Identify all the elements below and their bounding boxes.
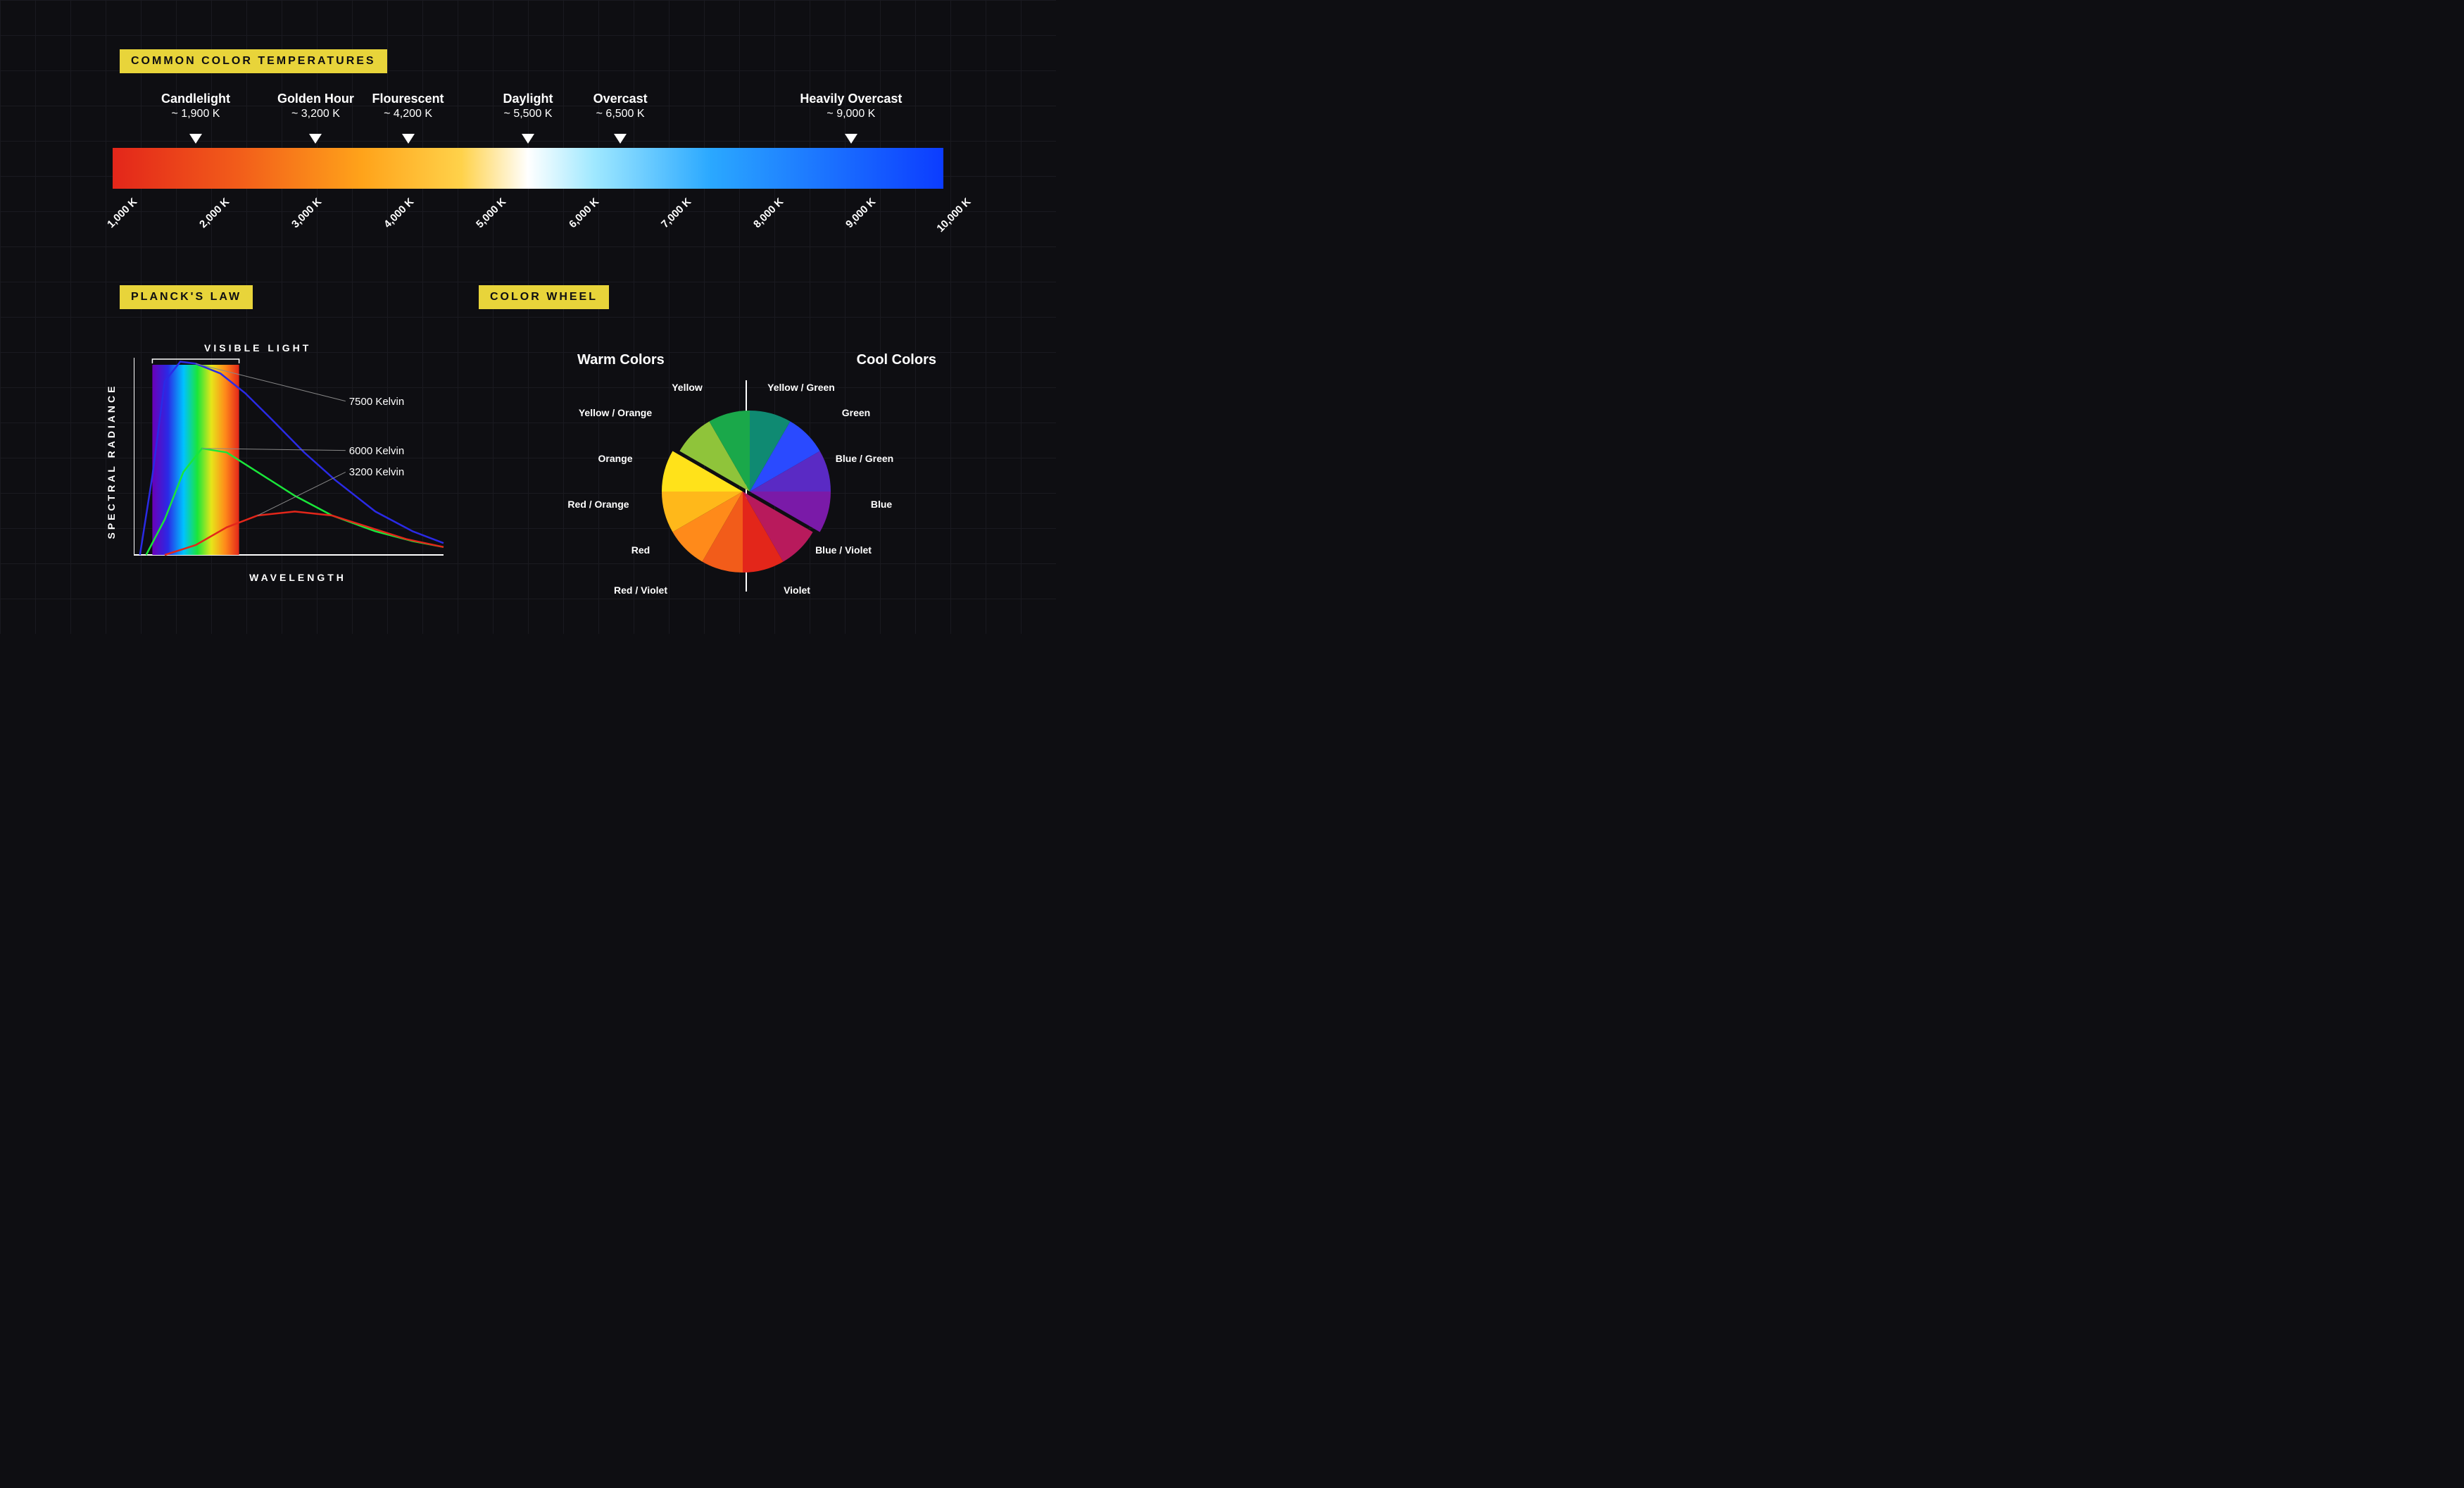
ct-source-name: Golden Hour <box>277 92 354 106</box>
ct-tick-7: 8,000 K <box>751 196 786 230</box>
ct-source-4: Overcast ~ 6,500 K <box>593 92 648 120</box>
ct-source-name: Candlelight <box>161 92 230 106</box>
planck-xlabel: WAVELENGTH <box>249 572 346 583</box>
ct-marker-3 <box>522 134 534 144</box>
ct-tick-3: 4,000 K <box>382 196 416 230</box>
ct-tick-0: 1,000 K <box>105 196 139 230</box>
wheel-svg <box>535 352 957 606</box>
wheel-slice-label-5: Red / Violet <box>614 584 667 596</box>
ct-source-value: ~ 6,500 K <box>593 108 648 120</box>
planck-ylabel: SPECTRAL RADIANCE <box>106 384 117 539</box>
ct-source-name: Heavily Overcast <box>800 92 902 106</box>
section-title-color-wheel: COLOR WHEEL <box>479 285 609 309</box>
wheel-slice-label-9: Blue <box>871 499 892 510</box>
ct-tick-6: 7,000 K <box>659 196 693 230</box>
ct-source-name: Daylight <box>503 92 553 106</box>
ct-tick-1: 2,000 K <box>197 196 232 230</box>
ct-source-value: ~ 1,900 K <box>161 108 230 120</box>
ct-source-5: Heavily Overcast ~ 9,000 K <box>800 92 902 120</box>
ct-tick-4: 5,000 K <box>474 196 509 230</box>
ct-axis-ticks: 1,000 K2,000 K3,000 K4,000 K5,000 K6,000… <box>113 196 943 224</box>
color-wheel: Warm Colors Cool Colors YellowYellow / O… <box>535 352 957 606</box>
color-temperature-bar <box>113 148 943 189</box>
wheel-slice-label-6: Yellow / Green <box>767 382 835 393</box>
ct-source-value: ~ 4,200 K <box>372 108 444 120</box>
planck-curve-label-0: 7500 Kelvin <box>349 396 404 408</box>
ct-source-name: Overcast <box>593 92 648 106</box>
wheel-slice-label-1: Yellow / Orange <box>579 407 652 418</box>
planck-visible-light-label: VISIBLE LIGHT <box>204 342 311 354</box>
ct-marker-0 <box>189 134 202 144</box>
ct-tick-9: 10,000 K <box>934 196 973 235</box>
ct-source-labels: Candlelight ~ 1,900 K Golden Hour ~ 3,200 K… <box>113 92 943 134</box>
ct-source-name: Flourescent <box>372 92 444 106</box>
ct-source-0: Candlelight ~ 1,900 K <box>161 92 230 120</box>
section-title-color-temperature: COMMON COLOR TEMPERATURES <box>120 49 387 73</box>
ct-source-value: ~ 5,500 K <box>503 108 553 120</box>
wheel-slice-label-11: Violet <box>784 584 810 596</box>
wheel-slice-label-4: Red <box>631 544 650 556</box>
planck-svg <box>134 358 458 569</box>
ct-marker-2 <box>402 134 415 144</box>
ct-tick-8: 9,000 K <box>843 196 878 230</box>
ct-marker-5 <box>845 134 857 144</box>
ct-source-2: Flourescent ~ 4,200 K <box>372 92 444 120</box>
wheel-slice-label-2: Orange <box>598 453 632 464</box>
wheel-slice-label-10: Blue / Violet <box>815 544 872 556</box>
ct-tick-2: 3,000 K <box>289 196 324 230</box>
wheel-slice-label-7: Green <box>842 407 870 418</box>
planck-plot: SPECTRAL RADIANCE WAVELENGTH VISIBLE LIG… <box>120 345 444 577</box>
ct-marker-4 <box>614 134 627 144</box>
ct-source-value: ~ 3,200 K <box>277 108 354 120</box>
ct-source-1: Golden Hour ~ 3,200 K <box>277 92 354 120</box>
wheel-slice-label-3: Red / Orange <box>567 499 629 510</box>
wheel-slice-label-8: Blue / Green <box>836 453 893 464</box>
wheel-slice-label-0: Yellow <box>672 382 703 393</box>
section-title-planck: PLANCK'S LAW <box>120 285 253 309</box>
planck-curve-label-1: 6000 Kelvin <box>349 445 404 457</box>
planck-curve-label-2: 3200 Kelvin <box>349 466 404 478</box>
ct-source-value: ~ 9,000 K <box>800 108 902 120</box>
ct-tick-5: 6,000 K <box>567 196 601 230</box>
ct-source-3: Daylight ~ 5,500 K <box>503 92 553 120</box>
ct-marker-1 <box>309 134 322 144</box>
